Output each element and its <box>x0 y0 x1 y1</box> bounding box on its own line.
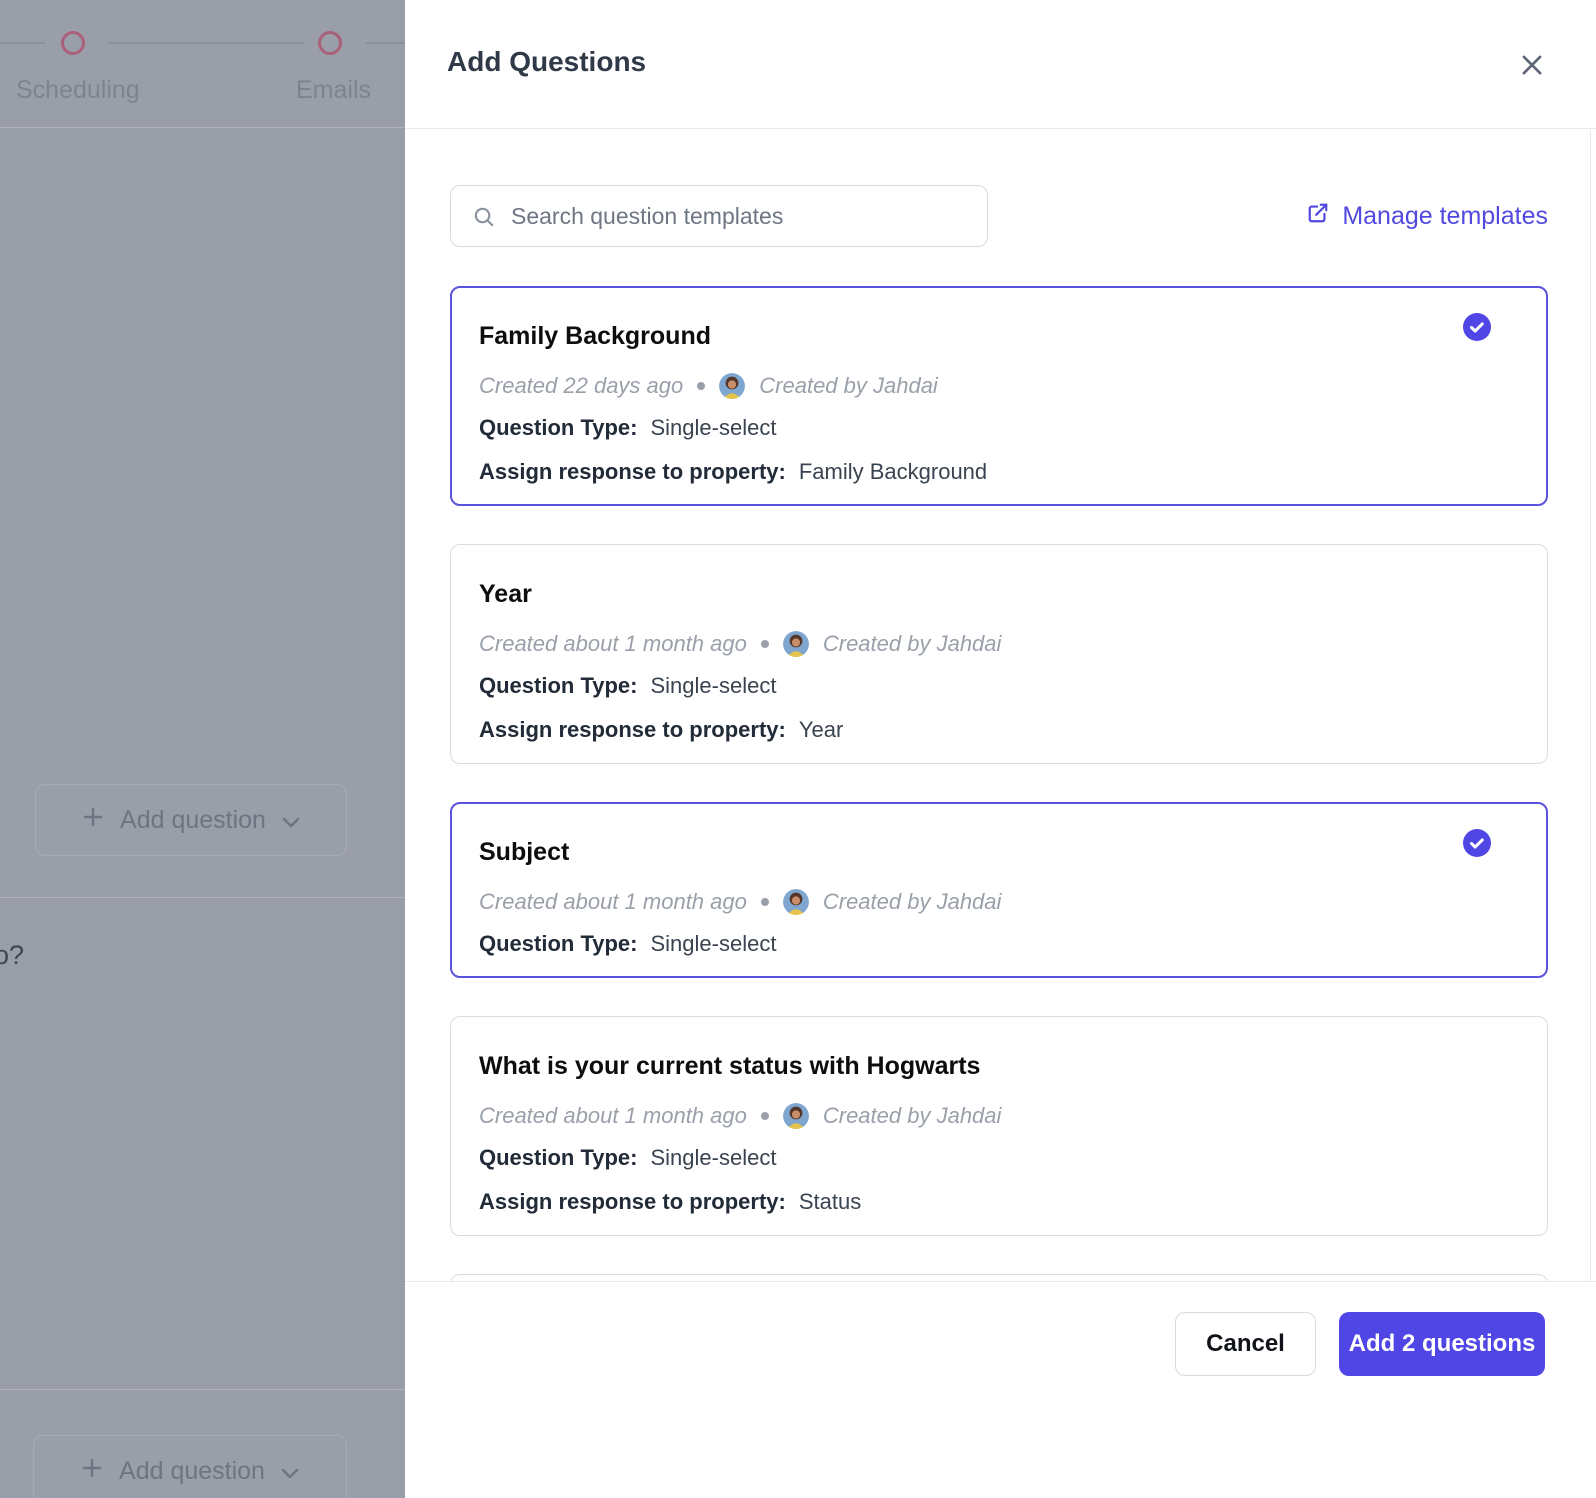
avatar <box>782 1103 809 1129</box>
created-by-text: Created by Jahdai <box>822 631 1002 656</box>
add-questions-submit-button[interactable]: Add 2 questions <box>1339 1312 1545 1376</box>
add-question-button-bottom: Add question <box>33 1435 347 1498</box>
question-template-card[interactable]: Year Created about 1 month ago Created b… <box>450 544 1548 764</box>
question-type-row: Question Type: Single-select <box>479 1145 1511 1171</box>
question-type-label: Question Type: <box>479 1145 638 1170</box>
question-type-value: Single-select <box>650 673 777 698</box>
divider <box>0 897 405 898</box>
modal-title: Add Questions <box>447 46 647 77</box>
card-meta: Created about 1 month ago Created by Jah… <box>479 1103 1511 1129</box>
card-title: Year <box>479 580 532 608</box>
avatar <box>719 373 746 399</box>
avatar <box>782 631 809 657</box>
dot-separator <box>760 640 769 648</box>
assign-row: Assign response to property: Status <box>479 1189 1511 1215</box>
assign-property-value: Family Background <box>798 459 988 484</box>
stepper-step-scheduling-icon <box>61 31 85 55</box>
cancel-button[interactable]: Cancel <box>1175 1312 1316 1376</box>
scrollbar-track[interactable] <box>1590 130 1591 1410</box>
assign-row: Assign response to property: Year <box>479 717 1511 743</box>
question-type-row: Question Type: Single-select <box>479 415 1511 441</box>
chevron-down-icon <box>281 1457 299 1486</box>
assign-property-label: Assign response to property: <box>479 717 786 742</box>
question-template-card[interactable]: Family Background Created 22 days ago Cr… <box>450 286 1548 506</box>
question-type-row: Question Type: Single-select <box>479 931 1511 957</box>
search-row: Manage templates <box>450 185 1548 247</box>
stepper-connector <box>0 42 45 44</box>
created-ago-text: Created 22 days ago <box>479 373 684 398</box>
dot-separator <box>760 1112 769 1120</box>
created-by-text: Created by Jahdai <box>759 373 938 398</box>
question-type-label: Question Type: <box>479 931 638 956</box>
selected-check-icon <box>1463 313 1491 341</box>
created-ago-text: Created about 1 month ago <box>479 889 747 914</box>
plus-icon <box>81 1457 103 1486</box>
chevron-down-icon <box>282 806 300 835</box>
stepper-connector <box>108 42 304 44</box>
modal-footer: Cancel Add 2 questions <box>405 1281 1596 1498</box>
add-question-label: Add question <box>119 1456 265 1485</box>
dot-separator <box>760 898 769 906</box>
question-type-label: Question Type: <box>479 415 638 440</box>
card-meta: Created 22 days ago Created by Jahdai <box>479 373 1511 399</box>
avatar <box>782 889 809 915</box>
clipped-question-text: o? <box>0 940 25 970</box>
close-button[interactable] <box>1514 48 1550 84</box>
question-type-label: Question Type: <box>479 673 638 698</box>
assign-property-value: Status <box>798 1189 862 1214</box>
card-meta: Created about 1 month ago Created by Jah… <box>479 889 1511 915</box>
stepper-label-scheduling: Scheduling <box>16 76 140 104</box>
question-card-list: Family Background Created 22 days ago Cr… <box>450 286 1548 1450</box>
manage-templates-label: Manage templates <box>1342 201 1548 230</box>
add-questions-modal: Add Questions Manage <box>405 0 1596 1498</box>
card-title: Subject <box>479 838 570 866</box>
close-icon <box>1518 51 1546 82</box>
add-question-label: Add question <box>120 805 266 834</box>
dot-separator <box>697 382 706 390</box>
created-by-text: Created by Jahdai <box>822 1103 1002 1128</box>
selected-check-icon <box>1463 829 1491 857</box>
stepper-connector <box>366 42 405 44</box>
search-box <box>450 185 988 247</box>
assign-property-label: Assign response to property: <box>479 459 786 484</box>
assign-property-value: Year <box>798 717 844 742</box>
assign-row: Assign response to property: Family Back… <box>479 459 1511 485</box>
card-meta: Created about 1 month ago Created by Jah… <box>479 631 1511 657</box>
question-type-value: Single-select <box>650 931 777 956</box>
add-question-button: Add question <box>35 784 347 856</box>
stepper-label-emails: Emails <box>296 76 372 104</box>
search-icon <box>472 205 495 233</box>
plus-icon <box>82 806 104 835</box>
card-title: Family Background <box>479 322 711 350</box>
question-template-card[interactable]: What is your current status with Hogwart… <box>450 1016 1548 1236</box>
question-type-row: Question Type: Single-select <box>479 673 1511 699</box>
created-ago-text: Created about 1 month ago <box>479 631 747 656</box>
question-template-card[interactable]: Subject Created about 1 month ago Create… <box>450 802 1548 978</box>
card-title: What is your current status with Hogwart… <box>479 1052 981 1080</box>
assign-property-label: Assign response to property: <box>479 1189 786 1214</box>
question-type-value: Single-select <box>650 1145 777 1170</box>
question-type-value: Single-select <box>650 415 777 440</box>
search-input[interactable] <box>450 185 988 247</box>
divider <box>0 1389 405 1390</box>
created-by-text: Created by Jahdai <box>822 889 1002 914</box>
manage-templates-link[interactable]: Manage templates <box>1307 202 1548 231</box>
modal-header: Add Questions <box>405 0 1596 129</box>
stepper-step-emails-icon <box>318 31 342 55</box>
divider <box>0 127 405 128</box>
created-ago-text: Created about 1 month ago <box>479 1103 747 1128</box>
external-link-icon <box>1307 202 1329 231</box>
